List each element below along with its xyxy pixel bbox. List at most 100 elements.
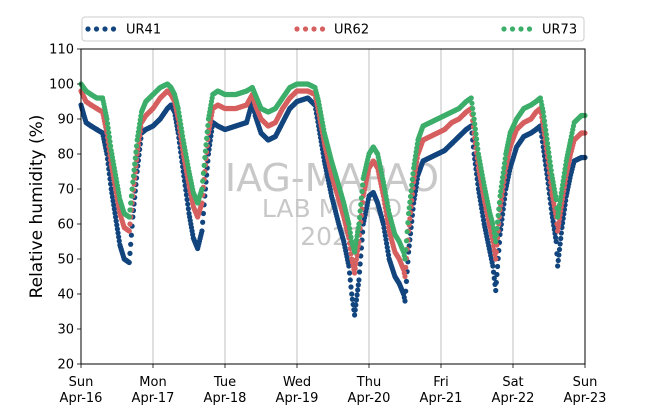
- y-tick-label: 50: [57, 253, 74, 268]
- data-point: [114, 226, 121, 232]
- data-point: [132, 155, 138, 161]
- data-point: [104, 116, 110, 122]
- data-point: [478, 201, 484, 208]
- data-point: [552, 234, 559, 241]
- data-point: [494, 271, 500, 278]
- data-point: [557, 198, 563, 204]
- data-point: [385, 248, 391, 254]
- data-point: [413, 149, 419, 155]
- data-point: [201, 162, 207, 168]
- legend-item: UR41: [85, 23, 161, 38]
- x-tick-label-day: Sat: [502, 375, 523, 390]
- data-point: [541, 118, 548, 124]
- data-point: [353, 237, 360, 243]
- data-point: [470, 105, 476, 112]
- data-point: [108, 186, 114, 192]
- data-point: [200, 178, 206, 184]
- data-point: [563, 162, 569, 168]
- data-point: [179, 129, 185, 135]
- data-point: [346, 263, 352, 269]
- data-point: [412, 153, 419, 159]
- legend-marker: [294, 26, 300, 32]
- data-point: [108, 143, 114, 149]
- data-point: [112, 210, 118, 216]
- data-point: [200, 219, 206, 225]
- data-point: [176, 113, 183, 119]
- data-point: [136, 125, 142, 131]
- data-point: [355, 282, 361, 288]
- data-point: [204, 135, 210, 141]
- data-point: [410, 171, 416, 177]
- data-point: [546, 154, 553, 160]
- legend-marker: [85, 26, 91, 32]
- data-point: [348, 234, 354, 240]
- data-point: [548, 167, 554, 174]
- data-point: [205, 122, 211, 129]
- data-point: [353, 302, 359, 308]
- data-point: [129, 186, 135, 192]
- data-point: [384, 244, 390, 250]
- data-point: [406, 210, 412, 217]
- data-point: [349, 296, 356, 302]
- data-point: [352, 270, 358, 276]
- y-tick-label: 70: [57, 183, 74, 198]
- data-point: [352, 249, 358, 255]
- data-point: [130, 179, 136, 185]
- data-point: [116, 238, 122, 244]
- legend-box: [81, 16, 585, 42]
- data-point: [105, 125, 111, 131]
- y-tick-label: 60: [57, 218, 74, 233]
- data-point: [409, 176, 415, 182]
- data-point: [549, 210, 555, 217]
- legend-marker: [501, 26, 507, 32]
- data-point: [474, 141, 480, 147]
- data-point: [353, 297, 360, 303]
- data-point: [470, 111, 476, 117]
- data-point: [133, 143, 140, 149]
- x-tick-label-day: Sun: [69, 375, 94, 390]
- data-point: [200, 170, 206, 176]
- legend-label: UR62: [334, 23, 369, 38]
- x-tick-label-day: Sun: [573, 375, 598, 390]
- data-point: [493, 249, 499, 255]
- legend-marker: [102, 26, 108, 32]
- data-point: [346, 270, 353, 276]
- data-point: [106, 134, 112, 140]
- legend-marker: [311, 26, 317, 32]
- data-point: [115, 230, 121, 236]
- data-point: [349, 291, 355, 297]
- data-point: [561, 174, 567, 180]
- data-point: [127, 221, 133, 227]
- x-tick-label-date: Apr-16: [60, 391, 103, 406]
- data-points: [78, 81, 588, 318]
- legend-marker: [509, 26, 516, 32]
- data-point: [126, 214, 132, 220]
- legend-label: UR41: [126, 23, 161, 38]
- legend-marker: [93, 26, 100, 32]
- data-point: [556, 202, 563, 208]
- data-point: [106, 129, 112, 136]
- data-point: [385, 252, 392, 258]
- data-point: [406, 205, 412, 211]
- data-point: [352, 265, 358, 272]
- data-point: [497, 193, 503, 199]
- series-UR41: [78, 95, 588, 318]
- data-point: [354, 233, 360, 239]
- data-point: [405, 220, 411, 226]
- data-point: [495, 212, 501, 219]
- data-point: [550, 218, 556, 225]
- x-tick-label-date: Apr-18: [204, 391, 247, 406]
- data-point: [132, 161, 138, 167]
- data-point: [178, 121, 184, 127]
- y-tick-label: 90: [57, 113, 74, 128]
- y-tick-label: 80: [57, 148, 74, 163]
- x-tick-label-date: Apr-17: [132, 391, 175, 406]
- data-point: [185, 206, 191, 212]
- data-point: [128, 193, 134, 199]
- data-point: [357, 208, 363, 214]
- data-point: [137, 121, 143, 127]
- data-point: [114, 222, 120, 228]
- data-point: [480, 213, 486, 219]
- y-tick-label: 40: [57, 288, 74, 303]
